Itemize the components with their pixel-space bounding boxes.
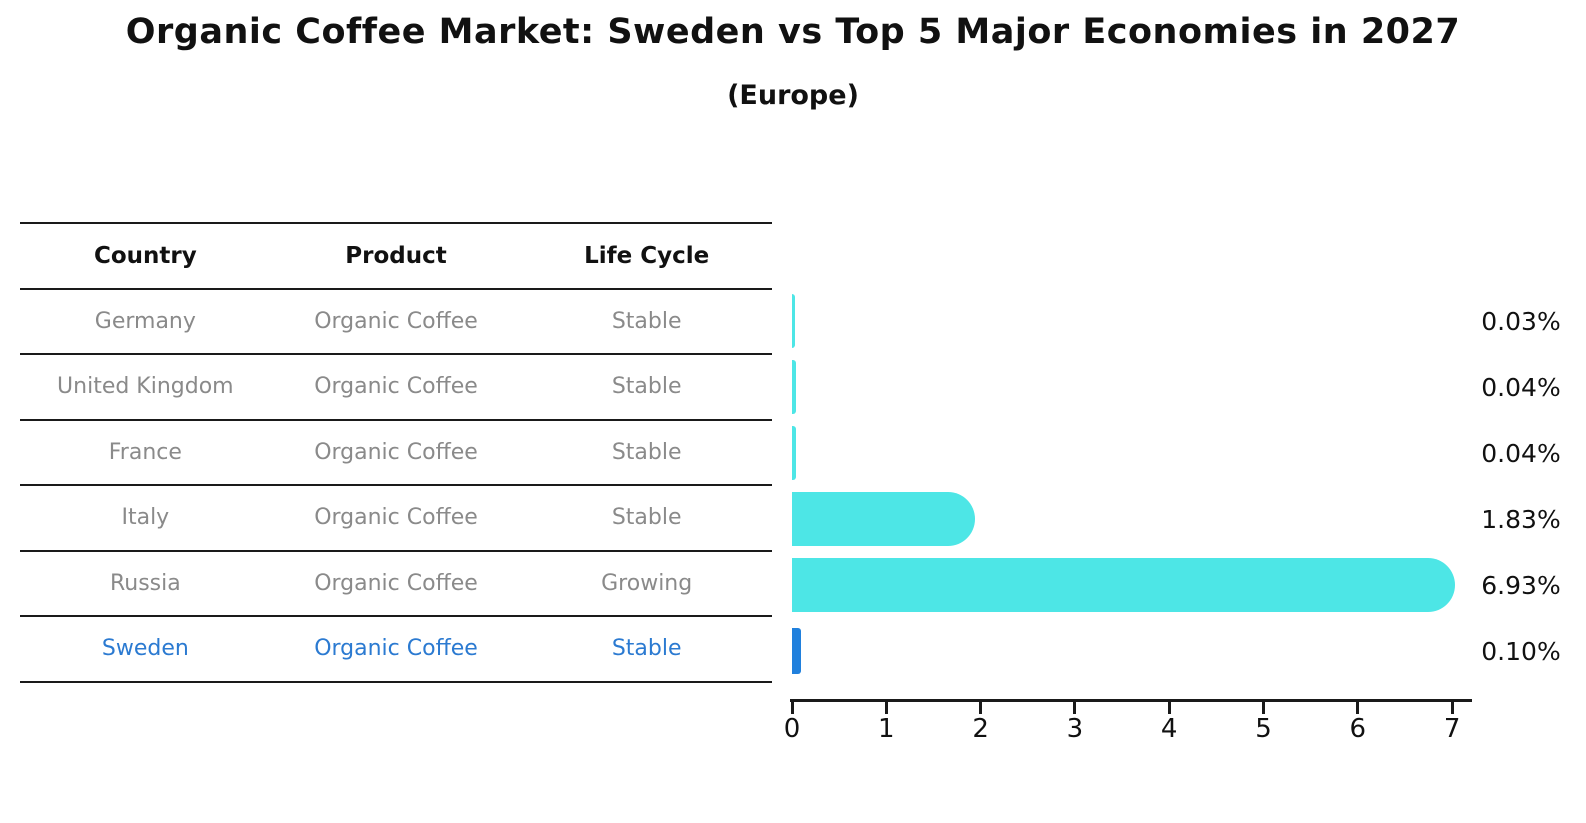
table-row-united-kingdom: United Kingdom Organic Coffee Stable (20, 355, 772, 421)
table-row-italy: Italy Organic Coffee Stable (20, 486, 772, 552)
x-tick (884, 702, 888, 714)
column-header-product: Product (345, 242, 447, 269)
value-label-germany: 0.03% (1481, 307, 1561, 336)
cell-product: Organic Coffee (314, 570, 478, 596)
x-tick (790, 702, 794, 714)
x-tick-label: 4 (1160, 714, 1178, 744)
cell-life-cycle: Stable (611, 439, 682, 465)
cell-product: Organic Coffee (314, 505, 478, 531)
chart-subtitle: (Europe) (727, 80, 859, 111)
x-tick (1262, 702, 1265, 714)
x-tick (1356, 702, 1360, 714)
bar-italy (792, 492, 975, 546)
value-label-russia: 6.93% (1481, 571, 1561, 600)
value-label-sweden: 0.10% (1481, 637, 1561, 666)
x-tick (1167, 702, 1171, 714)
bar-france (792, 426, 796, 480)
country-table: Country Product Life Cycle Germany Organi… (20, 222, 772, 683)
bar-sweden (792, 628, 802, 674)
cell-product: Organic Coffee (314, 308, 478, 334)
x-tick (979, 702, 983, 714)
table-row-russia: Russia Organic Coffee Growing (20, 552, 772, 617)
cell-life-cycle: Stable (611, 505, 682, 531)
table-header-row: Country Product Life Cycle (20, 224, 772, 290)
chart-title: Organic Coffee Market: Sweden vs Top 5 M… (125, 12, 1461, 52)
bar-germany (792, 294, 795, 348)
value-label-france: 0.04% (1481, 439, 1561, 468)
cell-country: France (108, 439, 182, 465)
table-body: Germany Organic Coffee Stable United Kingdo… (20, 290, 772, 683)
bar-russia (792, 558, 1456, 612)
column-header-life-cycle: Life Cycle (584, 242, 710, 269)
cell-country: United Kingdom (57, 374, 234, 400)
cell-product: Organic Coffee (314, 439, 478, 465)
x-tick-label: 2 (972, 714, 989, 744)
x-axis-line (790, 699, 1472, 702)
table-row-france: France Organic Coffee Stable (20, 421, 772, 486)
x-tick-label: 7 (1443, 714, 1461, 744)
x-tick (1073, 702, 1077, 714)
x-tick-label: 3 (1066, 714, 1084, 744)
cell-country: Sweden (101, 636, 189, 662)
column-header-country: Country (93, 242, 197, 269)
x-tick-label: 0 (783, 714, 801, 744)
x-tick-label: 5 (1255, 714, 1272, 744)
cell-country: Germany (94, 308, 196, 334)
cell-product: Organic Coffee (314, 636, 478, 662)
cell-country: Russia (109, 570, 181, 596)
x-tick-label: 6 (1349, 714, 1367, 744)
value-label-united-kingdom: 0.04% (1481, 373, 1561, 402)
cell-life-cycle: Stable (611, 374, 682, 400)
cell-life-cycle: Stable (611, 308, 682, 334)
cell-country: Italy (121, 505, 170, 531)
bar-united-kingdom (792, 360, 796, 414)
table-row-germany: Germany Organic Coffee Stable (20, 290, 772, 355)
x-tick-label: 1 (878, 714, 895, 744)
value-label-italy: 1.83% (1481, 505, 1561, 534)
cell-product: Organic Coffee (314, 374, 478, 400)
cell-life-cycle: Growing (601, 570, 693, 596)
table-row-sweden: Sweden Organic Coffee Stable (20, 617, 772, 683)
x-tick (1450, 702, 1454, 714)
cell-life-cycle: Stable (611, 636, 682, 662)
